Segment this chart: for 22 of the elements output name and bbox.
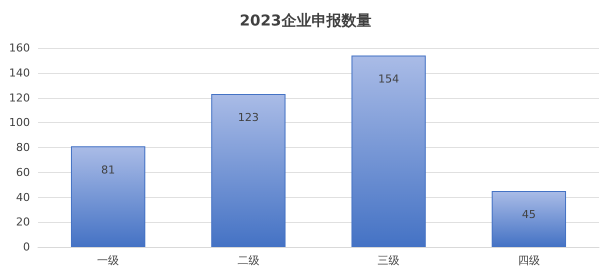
x-tick-label: 四级: [518, 254, 540, 267]
x-tick-label: 二级: [237, 254, 260, 267]
y-tick-label: 0: [23, 240, 30, 254]
y-tick-label: 40: [16, 190, 30, 204]
y-tick-label: 20: [16, 216, 30, 229]
chart-title: 2023企业申报数量: [240, 12, 372, 30]
data-label: 81: [101, 163, 116, 176]
data-label: 45: [522, 208, 536, 222]
bar: [351, 55, 426, 247]
bar: [70, 146, 146, 247]
y-tick-label: 80: [16, 141, 30, 154]
data-label: 123: [238, 111, 259, 124]
x-tick-label: 一级: [97, 254, 120, 267]
y-tick-label: 160: [9, 42, 30, 54]
data-label: 154: [378, 72, 400, 86]
y-tick-label: 100: [9, 116, 30, 130]
bar: [492, 191, 566, 247]
y-tick-label: 120: [9, 91, 30, 104]
y-tick-label: 140: [9, 66, 30, 80]
x-tick-label: 三级: [378, 254, 400, 267]
bar: [211, 94, 286, 247]
y-tick-label: 60: [16, 166, 30, 179]
